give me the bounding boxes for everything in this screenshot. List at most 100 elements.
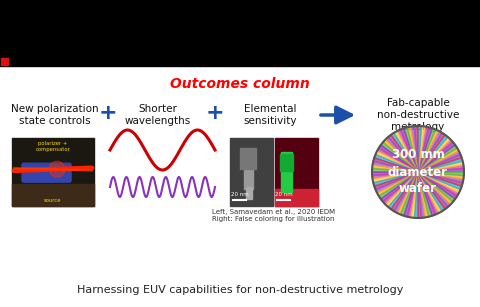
- Polygon shape: [374, 172, 418, 190]
- Polygon shape: [379, 145, 418, 172]
- Polygon shape: [385, 172, 418, 207]
- Polygon shape: [418, 139, 453, 172]
- Polygon shape: [388, 135, 418, 172]
- Polygon shape: [383, 172, 418, 204]
- Polygon shape: [418, 172, 463, 183]
- Bar: [275, 189, 318, 206]
- Polygon shape: [418, 161, 463, 172]
- Polygon shape: [418, 127, 432, 172]
- Polygon shape: [397, 172, 418, 215]
- Polygon shape: [418, 145, 457, 172]
- Text: polarizer +
compensator: polarizer + compensator: [36, 141, 71, 152]
- Polygon shape: [418, 172, 460, 193]
- Polygon shape: [418, 130, 439, 172]
- Polygon shape: [418, 172, 451, 207]
- Polygon shape: [418, 172, 457, 199]
- Polygon shape: [418, 126, 429, 172]
- Text: Fab-capable
non-destructive
metrology: Fab-capable non-destructive metrology: [377, 99, 459, 132]
- Polygon shape: [379, 172, 418, 199]
- Polygon shape: [377, 172, 418, 196]
- Polygon shape: [418, 151, 460, 172]
- Polygon shape: [372, 169, 418, 172]
- Text: source: source: [44, 198, 62, 203]
- Polygon shape: [418, 172, 442, 213]
- Polygon shape: [394, 172, 418, 213]
- Polygon shape: [418, 172, 448, 209]
- Polygon shape: [411, 126, 418, 172]
- Bar: [244, 152, 253, 189]
- Bar: [12, 138, 94, 206]
- Polygon shape: [418, 169, 464, 172]
- Polygon shape: [418, 158, 463, 172]
- Bar: [0, 0, 480, 66]
- Polygon shape: [418, 172, 425, 218]
- Polygon shape: [407, 172, 418, 217]
- Text: +: +: [206, 103, 224, 123]
- Polygon shape: [377, 148, 418, 172]
- Polygon shape: [418, 154, 462, 172]
- Text: Elemental
sensitivity: Elemental sensitivity: [243, 104, 297, 126]
- Polygon shape: [394, 131, 418, 172]
- Polygon shape: [418, 172, 436, 216]
- Circle shape: [49, 161, 65, 177]
- Text: New polarization
state controls: New polarization state controls: [11, 104, 99, 126]
- Polygon shape: [418, 172, 455, 202]
- Polygon shape: [414, 172, 418, 218]
- Text: Left, Samavedam et al., 2020 IEDM
Right: False coloring for illustration: Left, Samavedam et al., 2020 IEDM Right:…: [213, 209, 336, 222]
- Polygon shape: [400, 128, 418, 172]
- Bar: [12, 184, 94, 206]
- Text: 300 mm
diameter
wafer: 300 mm diameter wafer: [388, 149, 448, 196]
- Bar: [1, 58, 8, 65]
- Polygon shape: [388, 172, 418, 209]
- Polygon shape: [418, 148, 459, 172]
- Polygon shape: [404, 172, 418, 217]
- Polygon shape: [418, 142, 455, 172]
- Polygon shape: [385, 137, 418, 172]
- Polygon shape: [414, 126, 418, 172]
- Polygon shape: [391, 133, 418, 172]
- Polygon shape: [418, 172, 464, 179]
- Polygon shape: [397, 130, 418, 172]
- Bar: [281, 152, 292, 192]
- Polygon shape: [418, 172, 453, 204]
- Polygon shape: [373, 172, 418, 186]
- Bar: [246, 187, 252, 199]
- Polygon shape: [418, 135, 448, 172]
- Bar: [280, 154, 293, 171]
- Text: Harnessing EUV capabilities for non-destructive metrology: Harnessing EUV capabilities for non-dest…: [77, 285, 403, 295]
- Polygon shape: [418, 172, 463, 186]
- Polygon shape: [407, 126, 418, 172]
- Text: 20 nm: 20 nm: [230, 192, 248, 197]
- Polygon shape: [404, 127, 418, 172]
- Polygon shape: [418, 172, 462, 190]
- Bar: [230, 138, 273, 206]
- Polygon shape: [418, 131, 442, 172]
- Polygon shape: [372, 161, 418, 172]
- Polygon shape: [372, 165, 418, 172]
- Text: Outcomes column: Outcomes column: [170, 77, 310, 91]
- Polygon shape: [418, 165, 464, 172]
- Polygon shape: [375, 151, 418, 172]
- Polygon shape: [418, 126, 425, 172]
- Polygon shape: [418, 172, 459, 196]
- Bar: [278, 152, 293, 194]
- FancyBboxPatch shape: [22, 163, 71, 182]
- Text: 20 nm: 20 nm: [275, 192, 292, 197]
- Polygon shape: [418, 172, 439, 215]
- Polygon shape: [411, 172, 418, 218]
- Polygon shape: [372, 172, 418, 176]
- Polygon shape: [383, 139, 418, 172]
- Polygon shape: [374, 154, 418, 172]
- Polygon shape: [372, 172, 418, 183]
- Polygon shape: [400, 172, 418, 216]
- Polygon shape: [375, 172, 418, 193]
- Bar: [275, 138, 318, 206]
- Polygon shape: [372, 172, 418, 179]
- Text: Shorter
wavelengths: Shorter wavelengths: [125, 104, 191, 126]
- Polygon shape: [418, 172, 421, 218]
- Polygon shape: [391, 172, 418, 211]
- Polygon shape: [418, 126, 421, 172]
- Polygon shape: [418, 128, 436, 172]
- Polygon shape: [418, 137, 451, 172]
- Polygon shape: [381, 172, 418, 202]
